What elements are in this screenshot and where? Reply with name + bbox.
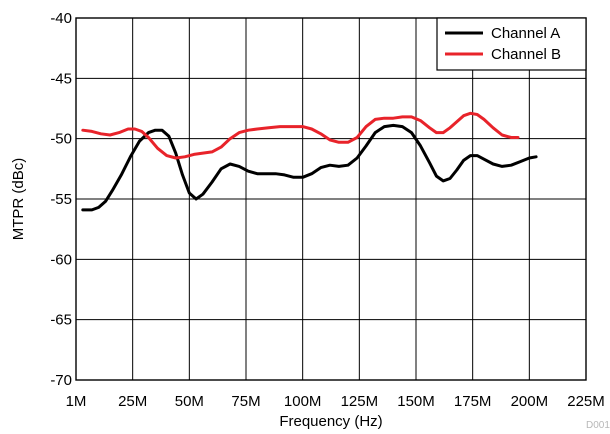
x-tick-label-6: 150M (397, 393, 435, 410)
series-line-channel-a (81, 123, 538, 212)
legend-label-1: Channel B (491, 46, 561, 63)
x-tick-label-2: 50M (175, 393, 204, 410)
x-tick-label-7: 175M (454, 393, 492, 410)
y-tick-label-4: -60 (50, 251, 72, 268)
legend-label-0: Channel A (491, 25, 560, 42)
y-tick-label-3: -55 (50, 191, 72, 208)
y-tick-label-5: -65 (50, 312, 72, 329)
series-lines (81, 111, 538, 212)
x-tick-label-5: 125M (341, 393, 379, 410)
x-tick-label-3: 75M (231, 393, 260, 410)
y-tick-label-1: -45 (50, 70, 72, 87)
legend-box (436, 17, 587, 71)
x-axis-tick-labels: 1M 25M 50M 75M 100M 125M 150M 175M 200M 225M (66, 393, 605, 410)
legend: Channel A Channel B (436, 17, 587, 71)
y-tick-label-0: -40 (50, 10, 72, 27)
plot-area-frame (75, 17, 587, 381)
x-tick-label-1: 25M (118, 393, 147, 410)
x-tick-label-0: 1M (66, 393, 87, 410)
y-tick-label-6: -70 (50, 372, 72, 389)
x-axis-title: Frequency (Hz) (279, 413, 382, 430)
figure-id-label: D001 (586, 420, 610, 431)
y-tick-label-2: -50 (50, 131, 72, 148)
y-axis-tick-labels: -40 -45 -50 -55 -60 -65 -70 (50, 10, 72, 389)
x-tick-label-4: 100M (284, 393, 322, 410)
x-tick-label-8: 200M (511, 393, 549, 410)
x-tick-label-9: 225M (567, 393, 605, 410)
y-axis-title: MTPR (dBc) (10, 158, 27, 241)
series-line-channel-b (81, 111, 520, 160)
